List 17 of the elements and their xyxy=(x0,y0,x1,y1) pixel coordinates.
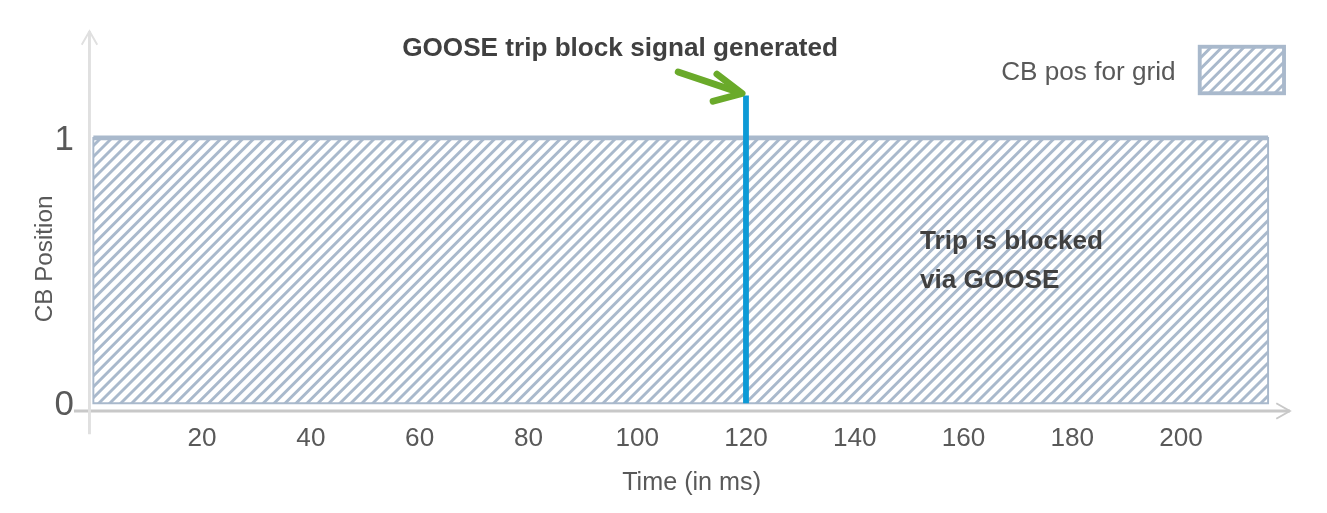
x-tick-label: 160 xyxy=(941,421,986,452)
annotation: GOOSE trip block signal generated xyxy=(402,32,838,63)
x-tick-label: 200 xyxy=(1159,421,1203,452)
x-tick-label: 180 xyxy=(1050,421,1095,452)
y-tick-label: 0 xyxy=(54,383,74,423)
x-tick-label: 20 xyxy=(187,421,217,452)
x-tick-label: 40 xyxy=(296,421,326,452)
x-tick-label: 140 xyxy=(832,421,877,452)
y-tick-label: 1 xyxy=(54,118,74,158)
x-tick-label: 80 xyxy=(513,421,543,452)
annotation: Trip is blocked via GOOSE xyxy=(920,225,1104,295)
series-label: CB pos for grid xyxy=(1001,55,1176,86)
y-axis-title: CB Position xyxy=(29,195,57,323)
x-tick-label: 100 xyxy=(615,421,660,452)
x-tick-label: 120 xyxy=(724,421,768,452)
x-tick-label: 60 xyxy=(405,421,435,452)
x-axis-title: Time (in ms) xyxy=(622,467,762,496)
